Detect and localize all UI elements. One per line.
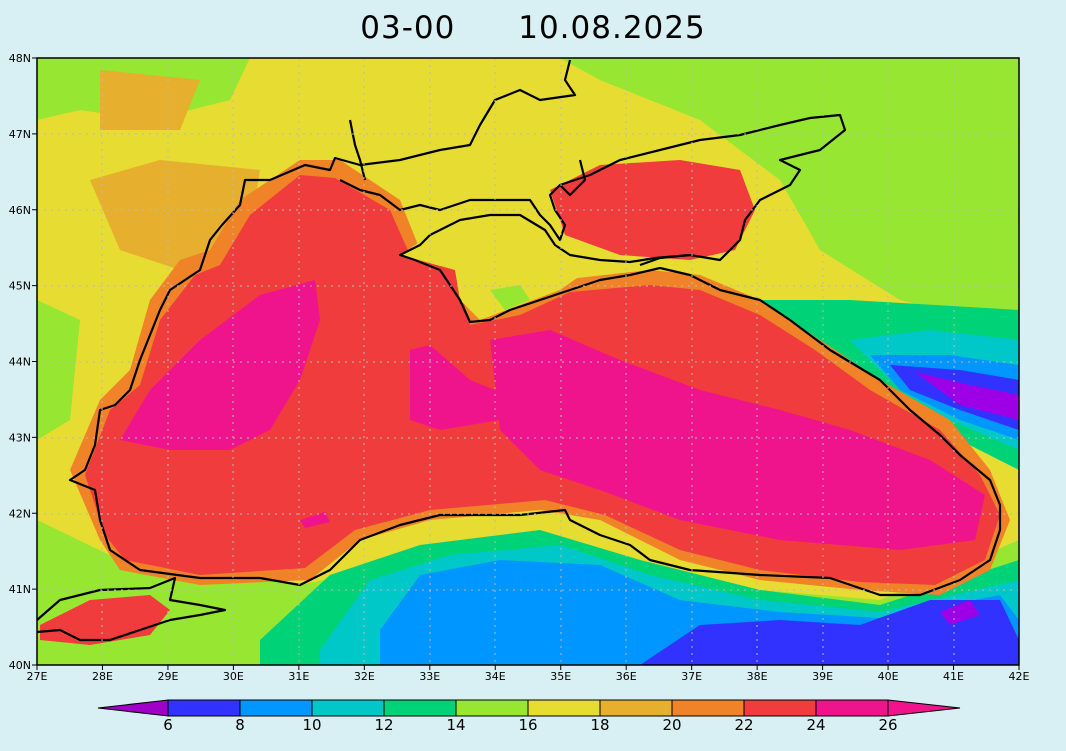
gridlines	[37, 58, 1019, 665]
lon-label-0: 27E	[27, 670, 48, 683]
lon-label-8: 35E	[550, 670, 571, 683]
lon-label-13: 40E	[878, 670, 899, 683]
lat-label-4: 44N	[9, 356, 31, 369]
lon-label-11: 38E	[747, 670, 768, 683]
colorbar-label-4: 14	[446, 716, 465, 734]
coastline-dnieper	[348, 119, 367, 181]
lon-label-14: 41E	[943, 670, 964, 683]
field-crimea	[400, 220, 600, 320]
colorbar-segment-6	[599, 699, 673, 717]
field-sea-hot-west	[120, 280, 320, 450]
colorbar: 6 8 10 12 14 16 18 20 22 24 26	[97, 699, 961, 734]
temperature-field	[37, 58, 1019, 665]
coastline-kerch	[639, 253, 691, 267]
lat-label-8: 40N	[9, 659, 31, 672]
lon-label-6: 33E	[419, 670, 440, 683]
lat-label-5: 43N	[9, 431, 31, 444]
lat-label-6: 42N	[9, 507, 31, 520]
colorbar-label-7: 20	[662, 716, 681, 734]
colorbar-segment-1	[239, 699, 313, 717]
title-time: 03-00	[360, 10, 456, 46]
field-azov-warm	[550, 160, 755, 260]
lat-label-2: 46N	[9, 204, 31, 217]
field-green-west	[37, 300, 80, 440]
lat-label-7: 41N	[9, 583, 31, 596]
colorbar-segment-5	[527, 699, 601, 717]
field-purple-south	[940, 600, 980, 625]
colorbar-label-10: 26	[878, 716, 897, 734]
colorbar-segment-7	[671, 699, 745, 717]
lat-label-1: 47N	[9, 128, 31, 141]
lon-label-1: 28E	[92, 670, 113, 683]
title-date: 10.08.2025	[518, 10, 706, 46]
colorbar-segment-4	[455, 699, 529, 717]
coastline-azov-north	[559, 159, 587, 197]
lon-label-15: 42E	[1009, 670, 1030, 683]
coastline	[37, 59, 1002, 642]
lat-label-3: 45N	[9, 280, 31, 293]
field-sea-hot-east	[490, 330, 985, 550]
colorbar-label-0: 6	[163, 716, 173, 734]
lon-label-3: 30E	[223, 670, 244, 683]
field-crimea-green	[490, 285, 530, 310]
colorbar-low-arrow	[97, 699, 169, 717]
colorbar-segment-2	[311, 699, 385, 717]
colorbar-high-arrow	[887, 699, 961, 717]
field-orange-land-2	[100, 70, 200, 130]
coastline-marmara	[37, 576, 227, 642]
colorbar-segment-3	[383, 699, 457, 717]
field-green-top	[560, 58, 1019, 330]
colorbar-segment-0	[167, 699, 241, 717]
colorbar-label-1: 8	[235, 716, 245, 734]
field-marmara-warm	[40, 595, 170, 645]
lon-label-4: 31E	[288, 670, 309, 683]
colorbar-label-6: 18	[590, 716, 609, 734]
colorbar-label-8: 22	[734, 716, 753, 734]
field-darkblue-south	[640, 600, 1019, 665]
lon-label-9: 36E	[616, 670, 637, 683]
colorbar-label-3: 12	[374, 716, 393, 734]
lon-label-7: 34E	[485, 670, 506, 683]
coastline-black-sea	[68, 59, 1002, 597]
field-purple-east	[915, 372, 1019, 420]
colorbar-segment-8	[743, 699, 817, 717]
lon-label-12: 39E	[812, 670, 833, 683]
lon-label-5: 32E	[354, 670, 375, 683]
field-sea-hot-spot	[300, 512, 330, 528]
colorbar-segment-9	[815, 699, 889, 717]
lon-label-10: 37E	[681, 670, 702, 683]
colorbar-label-5: 16	[518, 716, 537, 734]
map-title: 03-00 10.08.2025	[0, 10, 1066, 46]
colorbar-label-2: 10	[302, 716, 321, 734]
colorbar-label-9: 24	[806, 716, 825, 734]
lat-label-0: 48N	[9, 52, 31, 65]
lon-label-2: 29E	[157, 670, 178, 683]
